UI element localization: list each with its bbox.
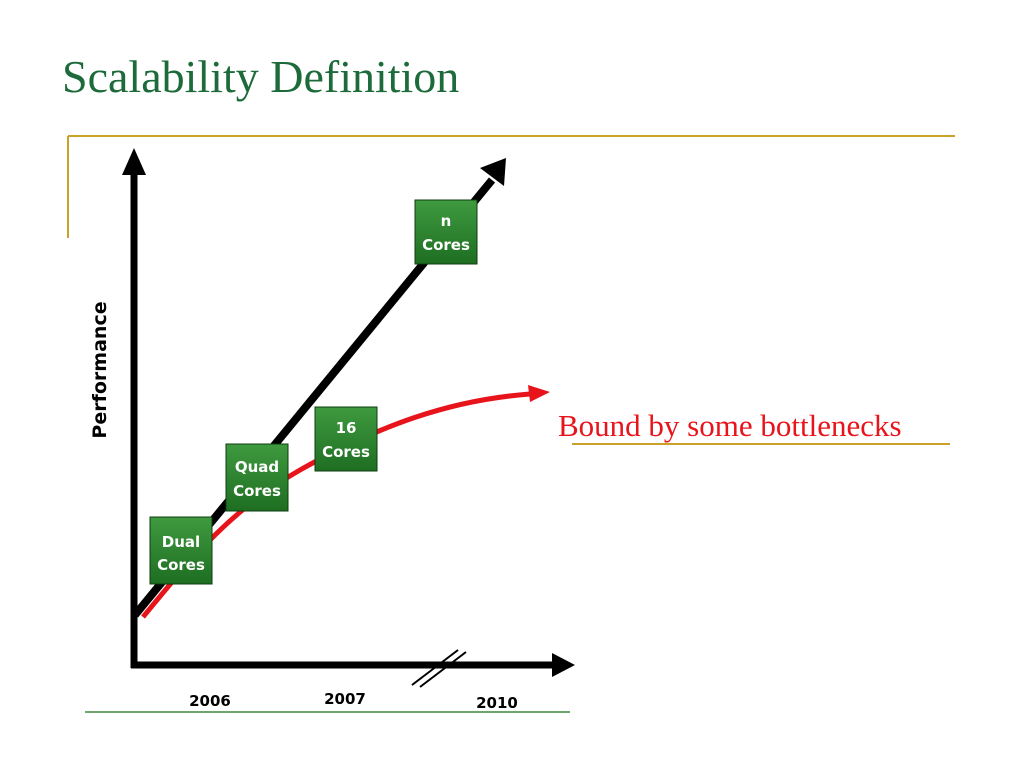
box-label: Cores: [233, 482, 281, 500]
core-box: Dual Cores: [149, 516, 213, 585]
title: Scalability Definition: [62, 51, 459, 102]
decor: [67, 135, 955, 445]
box-label: Cores: [422, 236, 470, 254]
annotation: Bound by some bottlenecks: [558, 408, 902, 443]
box-label: Quad: [235, 458, 279, 476]
x-label: 2010: [476, 694, 518, 712]
core-box: 16 Cores: [314, 406, 378, 472]
axes: [122, 148, 575, 688]
box-label: Cores: [322, 443, 370, 461]
x-label: 2007: [324, 690, 366, 708]
box-label: 16: [336, 419, 357, 437]
y-axis-label: Performance: [89, 301, 111, 438]
core-box: n Cores: [414, 199, 478, 265]
x-label: 2006: [189, 692, 231, 710]
box-label: Cores: [157, 556, 205, 574]
core-box: Quad Cores: [225, 443, 289, 512]
box-label: Dual: [162, 533, 200, 551]
box-label: n: [441, 212, 452, 230]
